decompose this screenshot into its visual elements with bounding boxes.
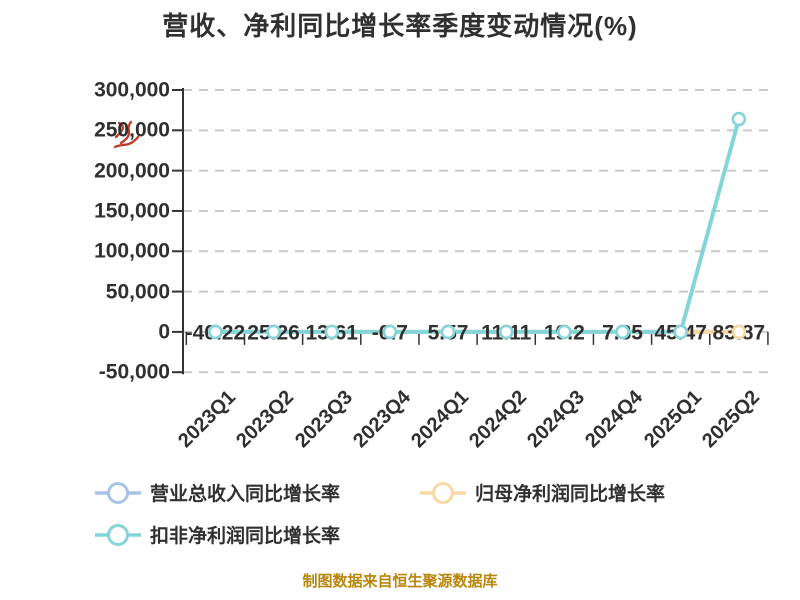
legend-item-non-gaap-profit-growth[interactable]: 扣非净利润同比增长率 — [95, 521, 340, 548]
legend-label: 扣非净利润同比增长率 — [150, 526, 341, 547]
data-point-marker-s2 — [615, 324, 630, 340]
series-line-2 — [213, 117, 741, 334]
y-axis-label: 0 — [158, 320, 170, 344]
legend-marker-icon — [420, 481, 466, 504]
y-axis-label: 150,000 — [94, 199, 170, 223]
legend-marker-icon — [95, 481, 141, 504]
data-point-marker-s2 — [440, 324, 456, 340]
legend-label: 归母净利润同比增长率 — [475, 484, 666, 505]
data-point-marker-s1 — [731, 324, 747, 340]
y-axis-label: 200,000 — [94, 159, 170, 183]
legend-item-revenue-growth[interactable]: 营业总收入同比增长率 — [95, 479, 340, 506]
y-axis-label: 250,000 — [94, 118, 170, 142]
data-point-marker-s2 — [731, 111, 747, 127]
y-axis-label: -50,000 — [98, 360, 170, 384]
data-point-marker-s2 — [324, 324, 340, 340]
y-axis-label: 300,000 — [94, 78, 170, 102]
y-axis-label: 50,000 — [105, 280, 170, 304]
chart-title: 营收、净利同比增长率季度变动情况(%) — [162, 11, 638, 41]
red-scribble-strokes — [113, 120, 140, 149]
data-point-marker-s2 — [266, 324, 281, 340]
data-point-marker-s2 — [673, 324, 688, 340]
data-point-marker-s2 — [557, 324, 572, 340]
red-scribble-watermark — [113, 120, 140, 149]
legend-label: 营业总收入同比增长率 — [150, 484, 341, 505]
legend-item-net-profit-growth[interactable]: 归母净利润同比增长率 — [420, 479, 665, 506]
data-point-marker-s2 — [498, 324, 514, 340]
data-source-note: 制图数据来自恒生聚源数据库 — [302, 573, 498, 590]
data-point-marker-s2 — [208, 324, 223, 340]
y-axis-label: 100,000 — [94, 239, 170, 263]
legend-marker-icon — [95, 523, 141, 546]
data-point-marker-s2 — [382, 324, 398, 340]
